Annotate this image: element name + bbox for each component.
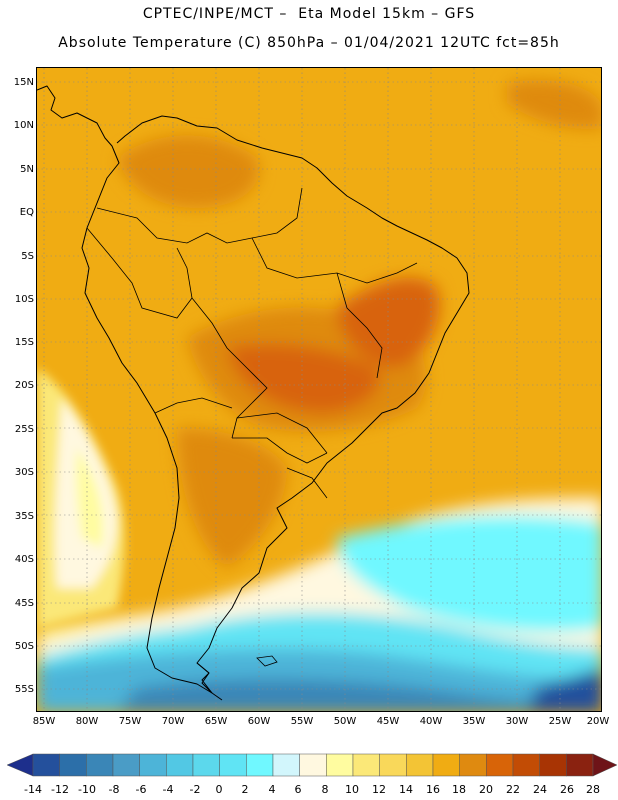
lat-label: 10S — [14, 294, 34, 305]
title-line-2: Absolute Temperature (C) 850hPa – 01/04/… — [58, 35, 560, 51]
colorbar-swatch — [32, 753, 60, 777]
country-borders — [86, 187, 418, 499]
colorbar-label: 8 — [321, 783, 329, 796]
lat-label: 20S — [14, 380, 34, 391]
colorbar-swatch — [86, 753, 114, 777]
falkland-islands — [256, 655, 278, 667]
map-canvas — [37, 68, 601, 711]
colorbar-swatch — [246, 753, 274, 777]
colorbar-swatch — [406, 753, 434, 777]
colorbar-label: 12 — [372, 783, 386, 796]
cold-field-layers — [37, 498, 601, 711]
lat-label: EQ — [19, 207, 34, 218]
colorbar-swatch — [566, 753, 594, 777]
lon-label: 25W — [548, 716, 572, 727]
colorbar-label: 20 — [479, 783, 493, 796]
colorbar — [6, 753, 618, 777]
lon-label: 70W — [161, 716, 185, 727]
lon-label: 50W — [333, 716, 357, 727]
colorbar-swatch — [352, 753, 380, 777]
colorbar-swatch — [512, 753, 540, 777]
lon-label: 40W — [419, 716, 443, 727]
lon-label: 20W — [586, 716, 610, 727]
title-line-1: CPTEC/INPE/MCT – Eta Model 15km – GFS — [142, 6, 476, 22]
colorbar-label: 4 — [268, 783, 276, 796]
lat-label: 15N — [13, 77, 34, 88]
colorbar-swatch — [166, 753, 194, 777]
lat-label: 15S — [14, 337, 34, 348]
colorbar-swatch — [219, 753, 247, 777]
lat-label: 45S — [14, 598, 34, 609]
colorbar-swatches — [6, 753, 618, 777]
colorbar-arrow-low — [6, 753, 34, 777]
colorbar-label: 16 — [426, 783, 440, 796]
colorbar-label: -8 — [108, 783, 120, 796]
colorbar-swatch — [59, 753, 87, 777]
temperature-map — [36, 67, 602, 712]
colorbar-label: 26 — [560, 783, 574, 796]
colorbar-swatch — [299, 753, 327, 777]
pacific-cool-tongue — [37, 368, 125, 628]
lon-label: 55W — [290, 716, 314, 727]
lat-label: 55S — [14, 684, 34, 695]
lat-label: 5S — [21, 251, 34, 262]
lat-label: 30S — [14, 467, 34, 478]
lat-label: 50S — [14, 641, 34, 652]
colorbar-swatch — [326, 753, 354, 777]
colorbar-swatch — [192, 753, 220, 777]
lon-label: 35W — [462, 716, 486, 727]
warm-field-layers — [117, 79, 601, 568]
lat-label: 10N — [13, 120, 34, 131]
lon-label: 80W — [75, 716, 99, 727]
colorbar-label: 28 — [586, 783, 600, 796]
colorbar-label: 24 — [533, 783, 547, 796]
colorbar-swatch — [272, 753, 300, 777]
colorbar-swatch — [379, 753, 407, 777]
colorbar-label: -2 — [189, 783, 201, 796]
lon-label: 75W — [118, 716, 142, 727]
colorbar-arrow-high — [592, 753, 618, 777]
colorbar-swatch — [432, 753, 460, 777]
lat-label: 35S — [14, 511, 34, 522]
lon-label: 60W — [247, 716, 271, 727]
lat-label: 40S — [14, 554, 34, 565]
colorbar-swatch — [459, 753, 487, 777]
colorbar-label: -6 — [135, 783, 147, 796]
colorbar-label: -4 — [162, 783, 174, 796]
colorbar-label: 10 — [345, 783, 359, 796]
lat-label: 25S — [14, 424, 34, 435]
coastline — [37, 85, 470, 701]
colorbar-swatch — [539, 753, 567, 777]
colorbar-label: 18 — [452, 783, 466, 796]
colorbar-label: -14 — [24, 783, 42, 796]
colorbar-label: 2 — [241, 783, 249, 796]
lat-label: 5N — [20, 164, 34, 175]
lon-label: 65W — [204, 716, 228, 727]
colorbar-label: -12 — [51, 783, 69, 796]
colorbar-swatch — [486, 753, 514, 777]
colorbar-label: 0 — [215, 783, 223, 796]
colorbar-label: 14 — [399, 783, 413, 796]
lon-label: 45W — [376, 716, 400, 727]
lon-label: 30W — [505, 716, 529, 727]
colorbar-label: -10 — [78, 783, 96, 796]
colorbar-label: 22 — [506, 783, 520, 796]
colorbar-swatch — [139, 753, 167, 777]
colorbar-swatch — [112, 753, 140, 777]
colorbar-label: 6 — [294, 783, 302, 796]
lon-label: 85W — [32, 716, 56, 727]
